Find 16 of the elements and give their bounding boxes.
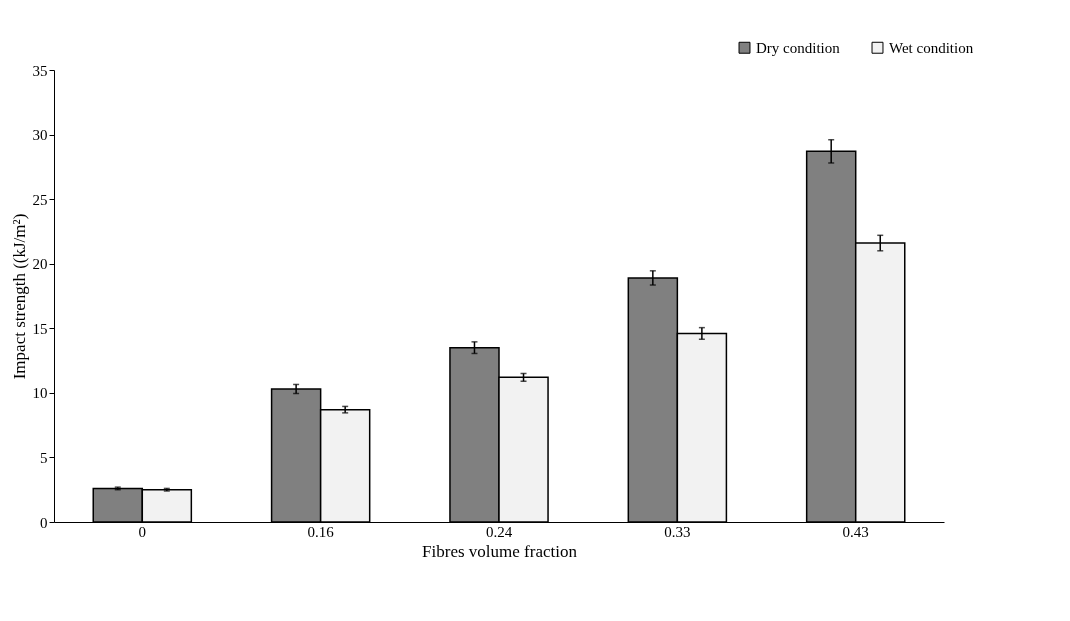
y-tick-label: 15 xyxy=(32,320,48,337)
y-tick-label: 35 xyxy=(32,62,48,79)
x-tick-label: 0.24 xyxy=(485,523,513,540)
y-axis-title: Impact strength ((kJ/m²) xyxy=(9,213,29,380)
y-tick-label: 30 xyxy=(32,127,48,144)
legend-label: Wet condition xyxy=(889,39,974,56)
y-tick-label: 10 xyxy=(32,385,48,402)
y-tick-label: 5 xyxy=(40,449,48,466)
x-tick-label: 0.43 xyxy=(842,523,869,540)
x-axis-title: Fibres volume fraction xyxy=(422,541,578,561)
x-tick-label: 0 xyxy=(138,523,147,540)
x-tick-label: 0.33 xyxy=(664,523,691,540)
y-tick-label: 25 xyxy=(32,191,48,208)
x-tick-label: 0.16 xyxy=(307,523,335,540)
y-tick-label: 20 xyxy=(32,256,48,273)
legend-label: Dry condition xyxy=(756,39,841,56)
